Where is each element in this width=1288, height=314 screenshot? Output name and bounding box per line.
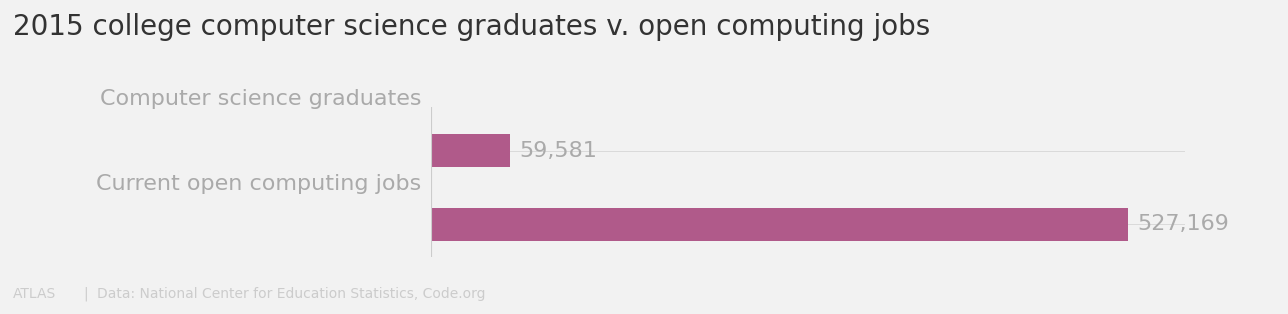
Text: Current open computing jobs: Current open computing jobs [95,174,421,194]
Text: 59,581: 59,581 [519,141,598,161]
Text: |: | [84,287,89,301]
Text: 527,169: 527,169 [1137,214,1229,234]
Bar [431,208,1128,241]
Text: Computer science graduates: Computer science graduates [99,89,421,109]
Text: Data: National Center for Education Statistics, Code.org: Data: National Center for Education Stat… [97,287,486,301]
Text: ATLAS: ATLAS [13,287,57,301]
Text: 2015 college computer science graduates v. open computing jobs: 2015 college computer science graduates … [13,13,930,41]
Bar [431,134,510,167]
